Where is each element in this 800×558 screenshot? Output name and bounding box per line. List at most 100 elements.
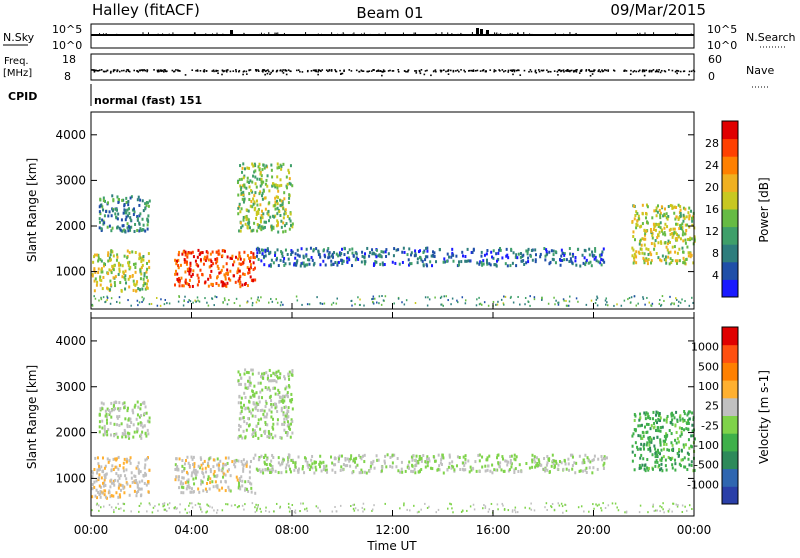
- echo-cell: [563, 252, 566, 256]
- freq-dot: [406, 70, 409, 73]
- echo-cell: [670, 421, 673, 425]
- freq-dot: [143, 69, 146, 71]
- echo-cell: [666, 248, 669, 252]
- echo-cell: [381, 261, 384, 265]
- colorbar-tick-label: -1000: [687, 478, 719, 491]
- echo-cell: [514, 511, 517, 514]
- echo-cell: [260, 213, 263, 217]
- echo-cell: [287, 460, 290, 464]
- echo-cell: [248, 376, 251, 380]
- echo-cell: [255, 424, 258, 428]
- echo-cell: [655, 209, 658, 213]
- echo-cell: [645, 212, 648, 216]
- echo-cell: [658, 208, 661, 212]
- freq-dot: [567, 70, 569, 72]
- echo-cell: [246, 176, 249, 180]
- echo-cell: [263, 220, 266, 224]
- echo-cell: [686, 509, 688, 512]
- echo-cell: [266, 184, 269, 188]
- echo-cell: [380, 255, 383, 259]
- echo-cell: [247, 371, 250, 375]
- echo-cell: [137, 195, 140, 199]
- echo-cell: [499, 248, 502, 252]
- echo-cell: [256, 223, 259, 227]
- echo-cell: [446, 468, 449, 472]
- echo-cell: [192, 255, 195, 259]
- echo-cell: [663, 434, 666, 438]
- echo-cell: [154, 505, 156, 508]
- freq-dot: [589, 70, 591, 73]
- echo-cell: [527, 300, 529, 303]
- echo-cell: [104, 495, 107, 499]
- echo-cell: [539, 252, 542, 256]
- echo-cell: [141, 430, 144, 434]
- echo-cell: [96, 456, 99, 460]
- freq-dot: [588, 69, 590, 72]
- echo-cell: [645, 216, 648, 220]
- freq-dot: [264, 73, 266, 76]
- echo-cell: [224, 456, 227, 460]
- nsky-spike: [480, 29, 483, 35]
- echo-cell: [186, 511, 188, 514]
- freq-dot: [560, 70, 562, 73]
- echo-cell: [189, 261, 192, 265]
- echo-cell: [418, 454, 421, 458]
- freq-dot: [217, 72, 219, 75]
- echo-cell: [514, 506, 517, 509]
- echo-cell: [682, 256, 685, 260]
- echo-cell: [639, 416, 642, 420]
- echo-cell: [206, 301, 208, 304]
- echo-cell: [252, 202, 255, 206]
- echo-cell: [655, 421, 658, 425]
- echo-cell: [648, 443, 651, 447]
- echo-cell: [335, 510, 338, 513]
- echo-cell: [282, 162, 285, 166]
- echo-cell: [261, 408, 264, 412]
- freq-dot: [660, 69, 663, 72]
- echo-cell: [645, 229, 648, 233]
- freq-dot: [301, 71, 304, 73]
- freq-dot: [460, 69, 462, 71]
- echo-cell: [250, 486, 253, 490]
- echo-cell: [668, 228, 671, 232]
- echo-cell: [107, 253, 110, 257]
- echo-cell: [322, 464, 325, 468]
- echo-cell: [636, 445, 639, 449]
- echo-cell: [188, 464, 191, 468]
- freq-dot: [118, 70, 121, 73]
- echo-cell: [174, 468, 177, 472]
- freq-dot: [569, 69, 571, 72]
- echo-cell: [503, 469, 506, 473]
- echo-cell: [571, 261, 574, 265]
- echo-cell: [252, 255, 255, 259]
- echo-cell: [683, 465, 686, 469]
- echo-cell: [253, 394, 256, 398]
- echo-cell: [383, 459, 386, 463]
- echo-cell: [385, 465, 388, 469]
- x-axis: 00:00 04:00 08:00 12:00 16:00 20:00 00:00: [74, 303, 711, 537]
- echo-cell: [259, 427, 262, 431]
- echo-cell: [258, 224, 261, 228]
- freq-dot: [433, 70, 435, 72]
- echo-cell: [199, 456, 202, 460]
- echo-cell: [122, 485, 125, 489]
- freq-dot: [643, 74, 646, 77]
- echo-cell: [264, 422, 267, 426]
- echo-cell: [558, 460, 561, 464]
- echo-cell: [486, 456, 489, 460]
- echo-cell: [393, 302, 395, 305]
- freq-dot: [315, 70, 318, 73]
- echo-cell: [243, 167, 246, 171]
- echo-cell: [199, 506, 202, 509]
- echo-cell: [335, 252, 338, 256]
- echo-cell: [112, 457, 115, 461]
- echo-cell: [670, 303, 672, 306]
- echo-cell: [660, 458, 663, 462]
- echo-cell: [262, 163, 265, 167]
- echo-cell: [102, 275, 105, 279]
- echo-cell: [650, 259, 653, 263]
- echo-cell: [334, 505, 336, 508]
- freq-dot: [93, 70, 96, 73]
- freq-dot: [160, 70, 162, 73]
